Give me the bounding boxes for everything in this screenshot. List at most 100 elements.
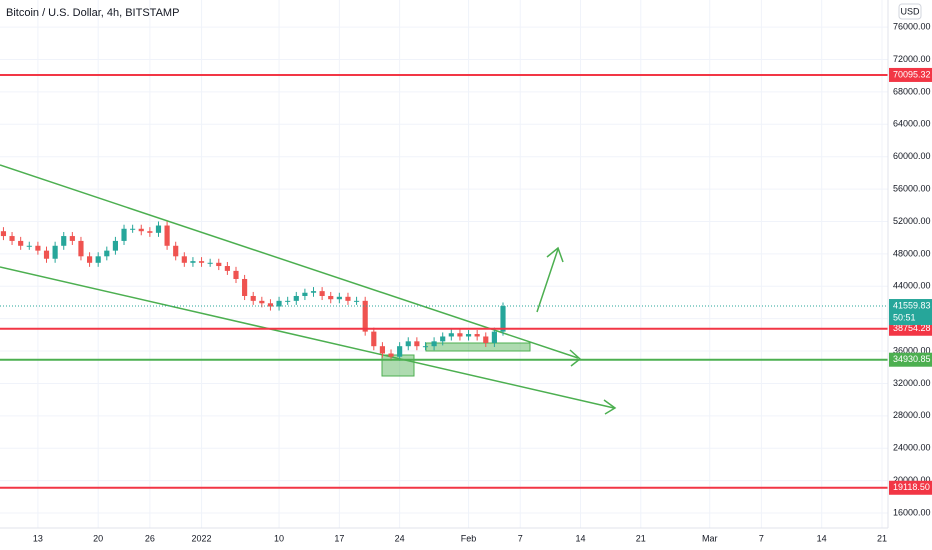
candle-body	[345, 296, 351, 301]
x-tick-label: 13	[33, 533, 43, 543]
level-tag	[889, 67, 932, 82]
last-price-tag	[889, 299, 932, 326]
x-tick-label: 2022	[192, 533, 212, 543]
candle-body	[61, 236, 67, 246]
candle-body	[207, 262, 213, 264]
candle-body	[422, 346, 429, 348]
x-tick-label: 21	[877, 533, 887, 543]
arrow-head	[569, 349, 582, 367]
level-tag	[889, 352, 932, 367]
y-tick-label: 72000.00	[893, 54, 931, 64]
y-tick-label: 76000.00	[893, 22, 931, 32]
candle-body	[465, 334, 472, 337]
candle-body	[483, 336, 489, 343]
level-label: 38754.28	[893, 323, 931, 333]
arrow-head	[603, 399, 617, 415]
candle-body	[0, 231, 7, 237]
candle-body	[250, 295, 256, 301]
candle-body	[95, 256, 101, 263]
x-tick-label: Feb	[461, 533, 477, 543]
candle-body	[43, 250, 50, 259]
candle-body	[190, 261, 196, 263]
y-tick-label: 36000.00	[893, 345, 931, 355]
level-tag	[889, 480, 932, 495]
candle-body	[104, 250, 110, 257]
y-tick-label: 24000.00	[893, 443, 931, 453]
candle-body	[198, 261, 205, 263]
unit-label[interactable]: USD	[900, 6, 920, 16]
unit-button[interactable]	[898, 3, 922, 20]
y-tick-label: 52000.00	[893, 216, 931, 226]
level-label: 34930.85	[893, 354, 931, 364]
candle-body	[26, 245, 32, 247]
candle-body	[224, 266, 230, 271]
trend-line	[0, 164, 579, 359]
y-tick-label: 56000.00	[893, 183, 931, 193]
candle-body	[147, 231, 153, 233]
countdown: 50:51	[893, 312, 916, 322]
candle-body	[35, 245, 41, 251]
candle-body	[397, 346, 403, 357]
y-tick-label: 64000.00	[893, 119, 931, 129]
candle-body	[155, 225, 162, 233]
candle-body	[500, 306, 506, 332]
candle-body	[457, 333, 463, 337]
candle-body	[78, 240, 84, 257]
x-tick-label: Mar	[702, 533, 718, 543]
candle-body	[474, 334, 480, 337]
x-tick-label: 26	[145, 533, 155, 543]
candle-body	[379, 346, 386, 354]
x-tick-label: 14	[576, 533, 586, 543]
y-tick-label: 44000.00	[893, 281, 931, 291]
y-tick-label: 60000.00	[893, 151, 931, 161]
x-tick-label: 7	[518, 533, 523, 543]
candle-body	[431, 341, 437, 347]
candle-body	[233, 270, 239, 279]
candle-body	[285, 300, 291, 302]
candle-body	[259, 300, 265, 304]
candle-body	[112, 240, 118, 251]
arrow	[536, 248, 559, 313]
x-tick-label: 21	[636, 533, 646, 543]
y-tick-label: 48000.00	[893, 248, 931, 258]
level-label: 70095.32	[893, 69, 931, 79]
candle-body	[293, 295, 299, 301]
candle-body	[491, 331, 497, 343]
candle-body	[336, 296, 342, 300]
y-tick-label: 16000.00	[893, 507, 931, 517]
candle-body	[216, 262, 222, 267]
y-tick-label: 32000.00	[893, 378, 931, 388]
y-tick-label: 28000.00	[893, 410, 931, 420]
zone	[425, 342, 531, 352]
candle-body	[86, 256, 93, 263]
candle-body	[52, 245, 58, 259]
candle-body	[353, 300, 360, 302]
candle-body	[362, 300, 368, 332]
x-tick-label: 7	[759, 533, 764, 543]
candle-body	[69, 236, 75, 241]
price-axis	[888, 0, 932, 550]
trend-line	[0, 266, 615, 409]
x-tick-label: 10	[274, 533, 284, 543]
candle-body	[242, 278, 248, 296]
candle-body	[121, 228, 127, 241]
time-axis	[0, 528, 888, 550]
x-tick-label: 14	[817, 533, 827, 543]
candle-body	[388, 353, 394, 357]
x-tick-label: 17	[334, 533, 344, 543]
candle-body	[18, 240, 24, 246]
candle-body	[405, 341, 411, 347]
candle-body	[181, 256, 187, 263]
candle-body	[414, 341, 420, 347]
candle-body	[276, 300, 282, 307]
candle-body	[173, 245, 179, 257]
candle-body	[328, 295, 334, 300]
drawings	[0, 164, 617, 415]
candle-body	[440, 336, 446, 342]
candle-body	[302, 292, 308, 296]
candle-body	[310, 291, 317, 293]
candle-body	[138, 228, 144, 232]
y-tick-label: 20000.00	[893, 475, 931, 485]
candle-body	[267, 303, 274, 307]
